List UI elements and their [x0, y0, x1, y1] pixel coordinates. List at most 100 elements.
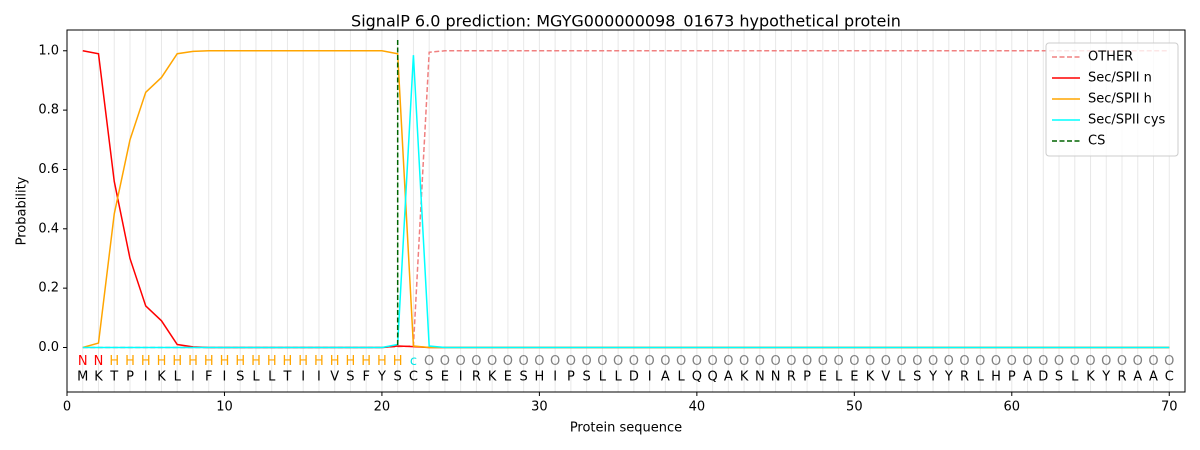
residue: D: [1038, 370, 1048, 385]
x-axis-label: Protein sequence: [570, 421, 682, 436]
residue: S: [913, 370, 921, 385]
region-label: H: [109, 354, 119, 369]
region-label: H: [204, 354, 214, 369]
region-label: H: [298, 354, 308, 369]
region-label: H: [267, 354, 277, 369]
residue: E: [819, 370, 827, 385]
residue: I: [191, 370, 195, 385]
region-label: O: [660, 354, 670, 369]
chart-title: SignalP 6.0 prediction: MGYG000000098_01…: [351, 12, 901, 32]
plot-frame: [66, 29, 1186, 393]
residue: K: [1086, 370, 1095, 385]
region-label: O: [707, 354, 717, 369]
residue: Q: [692, 370, 702, 385]
region-label: N: [78, 354, 88, 369]
region-label: O: [896, 354, 906, 369]
residue: L: [599, 370, 607, 385]
residue: L: [174, 370, 182, 385]
region-label: H: [330, 354, 340, 369]
region-label: O: [770, 354, 780, 369]
residue: Y: [928, 370, 937, 385]
residue: Y: [944, 370, 953, 385]
legend-label: CS: [1088, 134, 1105, 149]
residue: K: [488, 370, 497, 385]
residue: S: [346, 370, 354, 385]
residue: S: [583, 370, 591, 385]
x-tick-label: 50: [846, 400, 863, 415]
region-label: O: [1164, 354, 1174, 369]
residue: I: [144, 370, 148, 385]
residue: H: [535, 370, 545, 385]
y-tick-label: 0.8: [38, 103, 59, 118]
region-label: O: [1054, 354, 1064, 369]
region-label: O: [566, 354, 576, 369]
residue: A: [1149, 370, 1158, 385]
region-label: O: [487, 354, 497, 369]
residue: A: [661, 370, 670, 385]
residue: A: [1133, 370, 1142, 385]
region-label: H: [314, 354, 324, 369]
region-label: O: [865, 354, 875, 369]
region-label: O: [881, 354, 891, 369]
y-tick-label: 1.0: [38, 43, 59, 58]
series-line: [82, 50, 1170, 349]
region-label: O: [1007, 354, 1017, 369]
residue: Y: [377, 370, 386, 385]
y-axis-label: Probability: [15, 176, 30, 245]
region-label: H: [172, 354, 182, 369]
region-label: H: [283, 354, 293, 369]
residue: R: [787, 370, 796, 385]
y-tick-label: 0.6: [38, 162, 59, 177]
legend-label: Sec/SPII n: [1088, 71, 1152, 86]
y-tick-label: 0.0: [38, 340, 59, 355]
region-label: O: [440, 354, 450, 369]
y-tick-label: 0.2: [38, 281, 59, 296]
region-label: O: [629, 354, 639, 369]
region-label: O: [818, 354, 828, 369]
residue: I: [648, 370, 652, 385]
residue: S: [425, 370, 433, 385]
residue: S: [520, 370, 528, 385]
series-line: [82, 55, 1170, 349]
region-label: H: [235, 354, 245, 369]
x-tick-label: 0: [63, 400, 71, 415]
region-label: O: [912, 354, 922, 369]
legend-label: Sec/SPII h: [1088, 92, 1152, 107]
residue: L: [1071, 370, 1079, 385]
residue: E: [850, 370, 858, 385]
residue: K: [866, 370, 875, 385]
region-label: O: [645, 354, 655, 369]
residue: K: [94, 370, 103, 385]
region-label: c: [410, 354, 417, 369]
residue: P: [126, 370, 134, 385]
region-label: O: [1085, 354, 1095, 369]
region-label: N: [94, 354, 104, 369]
residue: I: [317, 370, 321, 385]
region-label: O: [582, 354, 592, 369]
region-label: O: [991, 354, 1001, 369]
residue: I: [553, 370, 557, 385]
region-label: H: [157, 354, 167, 369]
series-line: [82, 50, 1170, 349]
residue: L: [977, 370, 985, 385]
region-label: H: [188, 354, 198, 369]
legend-box: [1045, 42, 1179, 157]
residue: A: [724, 370, 733, 385]
region-label: H: [125, 354, 135, 369]
region-label: O: [692, 354, 702, 369]
y-tick-label: 0.4: [38, 221, 59, 236]
region-label: O: [833, 354, 843, 369]
region-label: O: [613, 354, 623, 369]
series-line: [82, 50, 1170, 349]
residue: K: [157, 370, 166, 385]
x-tick-label: 40: [689, 400, 706, 415]
region-label: O: [1101, 354, 1111, 369]
region-label: O: [1070, 354, 1080, 369]
region-label: O: [802, 354, 812, 369]
region-label: O: [944, 354, 954, 369]
residue: H: [991, 370, 1001, 385]
residue: L: [252, 370, 260, 385]
residue: S: [236, 370, 244, 385]
x-tick-label: 30: [531, 400, 548, 415]
region-label: O: [849, 354, 859, 369]
